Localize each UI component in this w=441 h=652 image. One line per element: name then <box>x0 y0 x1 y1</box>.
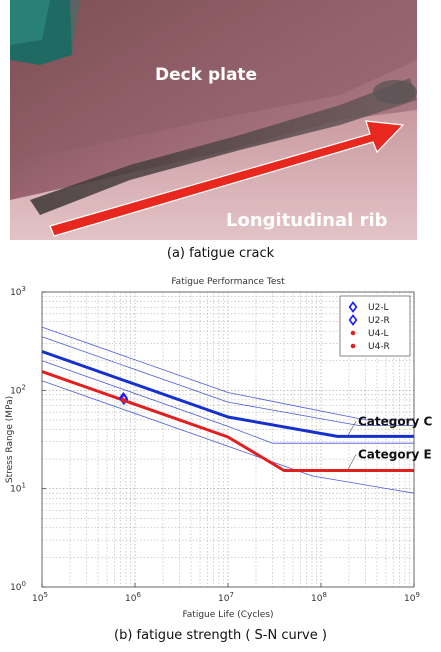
crack-arrow <box>49 120 405 237</box>
legend-label-u2-l: U2-L <box>368 303 389 313</box>
annotation-category-c: Category C <box>358 414 433 428</box>
annotation-category-e: Category E <box>358 448 432 462</box>
series-bound-line <box>41 326 414 421</box>
chart-markers <box>119 391 129 406</box>
x-tick-label: 109 <box>404 591 420 604</box>
deck-plate-label: Deck plate <box>155 65 257 85</box>
legend-marker-u2-l <box>348 301 358 313</box>
chart-series <box>41 326 415 494</box>
x-tick-label: 106 <box>125 591 141 604</box>
marker-u4-r <box>122 398 127 404</box>
chart-legend: U2-L U2-R U4-L U4-R <box>339 295 411 357</box>
series-bound-line <box>41 360 414 444</box>
legend-label-u4-l: U4-L <box>368 329 389 339</box>
x-axis-title: Fatigue Life (Cycles) <box>182 610 273 620</box>
y-tick-label: 100 <box>10 580 26 593</box>
x-tick-label: 108 <box>311 591 327 604</box>
series-bound-line <box>41 336 414 426</box>
legend-label-u4-r: U4-R <box>368 342 390 352</box>
legend-marker-u2-r <box>348 314 358 326</box>
series-category-e <box>41 370 414 472</box>
x-tick-label: 105 <box>32 591 48 604</box>
caption-sn-curve: (b) fatigue strength ( S-N curve ) <box>114 628 327 643</box>
caption-fatigue-crack: (a) fatigue crack <box>166 246 275 261</box>
series-category-c <box>41 350 414 438</box>
annotation-leader-line <box>347 454 357 470</box>
y-axis-title: Stress Range (MPa) <box>5 396 15 483</box>
chart-annotations: Category C Category E <box>347 414 433 470</box>
y-tick-label: 103 <box>10 285 26 298</box>
chart-title: Fatigue Performance Test <box>171 277 285 287</box>
legend-marker-u4-l <box>350 330 356 336</box>
legend-marker-u4-r <box>350 343 356 349</box>
marker-u2-r <box>119 393 129 406</box>
y-tick-label: 102 <box>10 383 26 396</box>
x-tick-label: 107 <box>218 591 234 604</box>
legend-label-u2-r: U2-R <box>368 316 390 326</box>
fatigue-crack-photo: Deck plate Longitudinal rib <box>10 0 417 240</box>
annotation-leader-line <box>347 421 357 436</box>
longitudinal-rib-label: Longitudinal rib <box>226 210 388 231</box>
